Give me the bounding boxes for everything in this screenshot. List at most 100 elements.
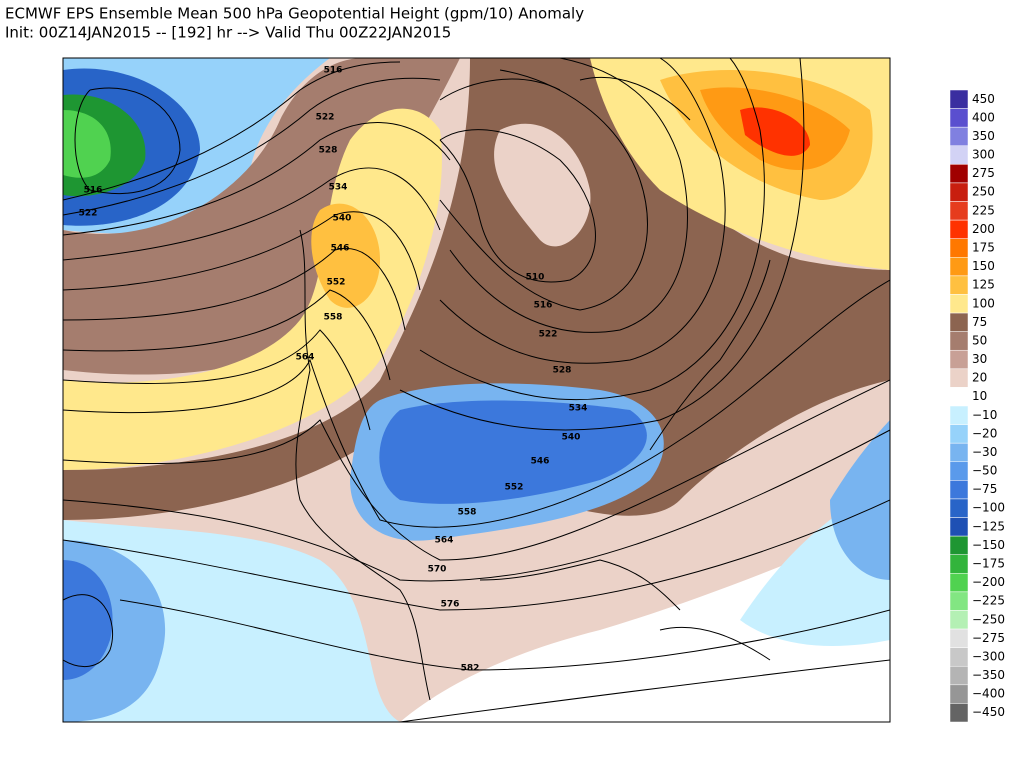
colorbar-swatch <box>949 387 969 407</box>
contour-label: 576 <box>441 600 460 610</box>
colorbar-swatch <box>949 145 969 165</box>
contours <box>63 58 890 722</box>
contour-label: 582 <box>461 664 480 674</box>
colorbar-swatch <box>949 349 969 370</box>
contour-label: 510 <box>526 273 545 283</box>
colorbar-swatch <box>949 573 969 593</box>
contour-label: 522 <box>79 209 98 219</box>
colorbar-label: −200 <box>972 575 1005 589</box>
colorbar-swatch <box>949 368 969 388</box>
colorbar-label: −150 <box>972 538 1005 552</box>
contour-label: 534 <box>329 183 348 193</box>
colorbar-label: 75 <box>972 315 987 329</box>
contour-label: 570 <box>428 565 447 575</box>
colorbar-swatch <box>949 312 969 332</box>
title: ECMWF EPS Ensemble Mean 500 hPa Geopoten… <box>5 5 584 23</box>
colorbar-swatch <box>949 182 969 202</box>
contour-label: 564 <box>435 536 454 546</box>
colorbar-swatch <box>949 108 969 128</box>
colorbar-label: −175 <box>972 557 1005 571</box>
colorbar-swatch <box>949 480 969 500</box>
colorbar-label: 100 <box>972 296 995 310</box>
colorbar-label: −20 <box>972 426 997 440</box>
colorbar-swatch <box>949 219 969 239</box>
colorbar-swatch <box>949 275 969 295</box>
colorbar-swatch <box>949 610 969 630</box>
colorbar-swatch <box>949 294 969 314</box>
colorbar-swatch <box>949 201 969 221</box>
colorbar-label: −125 <box>972 519 1005 533</box>
colorbar-label: −275 <box>972 631 1005 645</box>
colorbar-swatch <box>949 684 969 704</box>
contour-label: 516 <box>534 301 553 311</box>
colorbar-label: 350 <box>972 129 995 143</box>
contour-label: 564 <box>296 353 315 363</box>
colorbar-label: 200 <box>972 222 995 236</box>
colorbar-label: 20 <box>972 371 987 385</box>
colorbar-label: −10 <box>972 408 997 422</box>
colorbar-label: −100 <box>972 501 1005 515</box>
contour-label: 558 <box>458 508 477 518</box>
colorbar-label: 125 <box>972 278 995 292</box>
colorbar-swatch <box>949 498 969 518</box>
colorbar-label: −30 <box>972 445 997 459</box>
colorbar-swatch <box>949 164 969 184</box>
map-frame <box>62 57 891 723</box>
colorbar-label: 250 <box>972 185 995 199</box>
contour-label: 522 <box>539 330 558 340</box>
colorbar-label: 50 <box>972 333 987 347</box>
contour-label: 534 <box>569 404 588 414</box>
coastlines <box>295 76 771 701</box>
colorbar-label: −350 <box>972 668 1005 682</box>
colorbar-swatch <box>949 647 969 667</box>
colorbar-label: 300 <box>972 148 995 162</box>
subtitle: Init: 00Z14JAN2015 -- [192] hr --> Valid… <box>5 24 451 42</box>
contour-label: 552 <box>505 483 524 493</box>
colorbar-swatch <box>949 238 969 258</box>
colorbar-swatch <box>949 591 969 611</box>
colorbar-label: 225 <box>972 203 995 217</box>
colorbar-label: −450 <box>972 705 1005 719</box>
colorbar-label: 30 <box>972 352 987 366</box>
contour-label: 528 <box>553 366 572 376</box>
contour-label: 516 <box>324 66 343 76</box>
colorbar-label: −300 <box>972 649 1005 663</box>
colorbar-swatch <box>949 405 969 425</box>
colorbar-label: 275 <box>972 166 995 180</box>
colorbar-label: −250 <box>972 612 1005 626</box>
colorbar-swatch <box>949 535 969 555</box>
colorbar-label: 175 <box>972 241 995 255</box>
contour-label: 552 <box>327 278 346 288</box>
colorbar-swatch <box>949 442 969 463</box>
colorbar-label: 450 <box>972 92 995 106</box>
colorbar-label: −50 <box>972 464 997 478</box>
colorbar-label: 400 <box>972 110 995 124</box>
contour-label: 546 <box>331 244 350 254</box>
colorbar-swatch <box>949 257 969 277</box>
contour-label: 558 <box>324 313 343 323</box>
colorbar-swatch <box>949 517 969 537</box>
contour-labels: 516 522 528 534 540 546 552 558 564 516 … <box>79 66 588 674</box>
contour-label: 546 <box>531 457 550 467</box>
colorbar-swatch <box>949 89 969 109</box>
colorbar-swatch <box>949 461 969 481</box>
colorbar-label: 10 <box>972 389 987 403</box>
contour-label: 516 <box>84 186 103 196</box>
colorbar-label: −75 <box>972 482 997 496</box>
colorbar-label: −400 <box>972 687 1005 701</box>
colorbar-swatch <box>949 126 969 147</box>
contour-label: 522 <box>316 113 335 123</box>
colorbar-swatch <box>949 554 969 574</box>
colorbar-swatch <box>949 703 969 723</box>
colorbar-label: −225 <box>972 594 1005 608</box>
contour-label: 528 <box>319 146 338 156</box>
colorbar-swatch <box>949 628 969 648</box>
colorbar-swatch <box>949 665 969 686</box>
contour-label: 540 <box>562 433 581 443</box>
contour-label: 540 <box>333 214 352 224</box>
map <box>63 58 890 722</box>
colorbar-swatch <box>949 331 969 351</box>
colorbar: 450 400 350 300 275 250 225 200 175 150 125 100 75 50… <box>949 89 1005 723</box>
colorbar-swatch <box>949 424 969 444</box>
